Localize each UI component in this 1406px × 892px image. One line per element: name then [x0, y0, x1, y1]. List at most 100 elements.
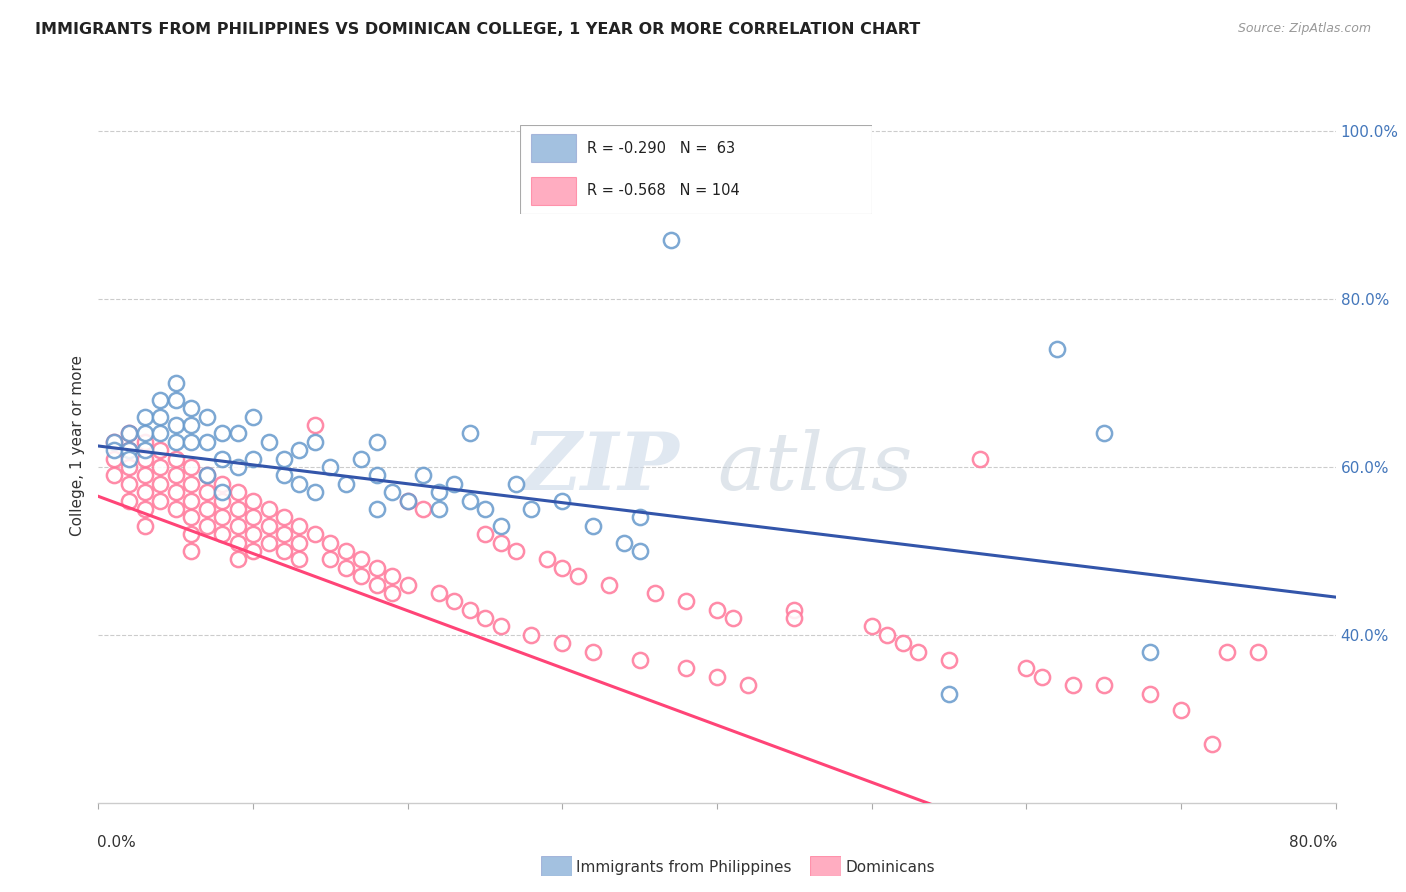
Point [273, 527, 295, 541]
Point [180, 527, 202, 541]
Point [319, 552, 342, 566]
Point [118, 426, 141, 441]
Point [938, 687, 960, 701]
Point [613, 535, 636, 549]
Point [180, 493, 202, 508]
Point [134, 518, 156, 533]
Point [381, 485, 404, 500]
Point [103, 443, 125, 458]
Point [335, 544, 357, 558]
Point [1092, 426, 1115, 441]
Point [366, 577, 388, 591]
Point [366, 468, 388, 483]
Point [458, 603, 481, 617]
Point [288, 552, 311, 566]
Point [706, 603, 728, 617]
Point [211, 485, 233, 500]
Point [195, 485, 218, 500]
Point [118, 443, 141, 458]
Text: ZIP: ZIP [523, 429, 681, 506]
Point [118, 460, 141, 475]
Point [582, 645, 605, 659]
Point [226, 535, 249, 549]
Point [257, 535, 280, 549]
Point [675, 661, 697, 675]
Point [1062, 678, 1084, 692]
Point [134, 502, 156, 516]
Point [273, 451, 295, 466]
Point [226, 518, 249, 533]
Point [1046, 343, 1069, 357]
Point [304, 417, 326, 432]
Point [366, 434, 388, 449]
Point [598, 577, 620, 591]
Text: R = -0.290   N =  63: R = -0.290 N = 63 [588, 141, 735, 155]
Point [520, 502, 543, 516]
Point [319, 460, 342, 475]
Point [783, 611, 806, 625]
Point [381, 586, 404, 600]
Point [134, 409, 156, 424]
Point [165, 468, 187, 483]
Point [474, 502, 496, 516]
Point [273, 510, 295, 524]
Point [551, 493, 574, 508]
Point [180, 476, 202, 491]
Point [427, 485, 450, 500]
Point [304, 527, 326, 541]
Point [134, 451, 156, 466]
Point [505, 544, 527, 558]
Point [257, 518, 280, 533]
Text: Dominicans: Dominicans [845, 860, 935, 874]
Point [103, 434, 125, 449]
Point [211, 527, 233, 541]
Point [396, 577, 419, 591]
Point [180, 434, 202, 449]
Point [211, 493, 233, 508]
Point [1031, 670, 1053, 684]
Point [505, 476, 527, 491]
Point [103, 451, 125, 466]
Point [551, 560, 574, 574]
Point [134, 434, 156, 449]
Point [659, 233, 682, 247]
Point [458, 493, 481, 508]
Point [211, 451, 233, 466]
Point [195, 468, 218, 483]
FancyBboxPatch shape [810, 856, 841, 876]
Point [180, 417, 202, 432]
Point [226, 426, 249, 441]
Point [165, 392, 187, 407]
Point [118, 443, 141, 458]
Point [520, 628, 543, 642]
Point [211, 426, 233, 441]
Point [412, 502, 434, 516]
Point [335, 560, 357, 574]
Point [319, 535, 342, 549]
Point [1247, 645, 1270, 659]
Point [273, 544, 295, 558]
Point [273, 468, 295, 483]
Point [489, 619, 512, 633]
Point [211, 476, 233, 491]
Point [288, 443, 311, 458]
Point [366, 502, 388, 516]
Point [628, 510, 651, 524]
Point [783, 603, 806, 617]
Point [1139, 645, 1161, 659]
Point [288, 476, 311, 491]
Point [860, 619, 883, 633]
Point [938, 653, 960, 667]
Point [180, 544, 202, 558]
FancyBboxPatch shape [531, 177, 576, 205]
Point [226, 485, 249, 500]
Point [876, 628, 898, 642]
Point [149, 476, 172, 491]
Point [1139, 687, 1161, 701]
Point [567, 569, 589, 583]
Point [335, 476, 357, 491]
Point [288, 535, 311, 549]
Point [165, 502, 187, 516]
Point [675, 594, 697, 608]
Point [257, 502, 280, 516]
